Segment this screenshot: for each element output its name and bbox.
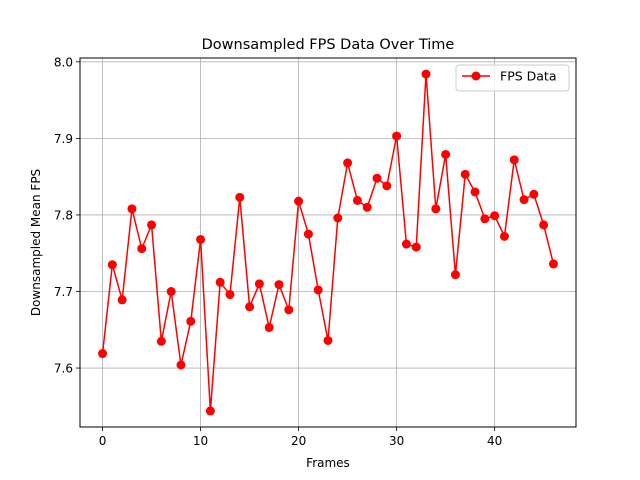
data-point bbox=[401, 239, 411, 249]
y-axis-label: Downsampled Mean FPS bbox=[29, 169, 43, 316]
series-fps-data bbox=[98, 69, 558, 416]
data-point bbox=[343, 158, 353, 168]
y-tick-label: 7.9 bbox=[54, 132, 73, 146]
data-point bbox=[333, 213, 343, 223]
data-point bbox=[450, 270, 460, 280]
data-point bbox=[519, 195, 529, 205]
x-axis-label: Frames bbox=[306, 456, 350, 470]
data-point bbox=[529, 189, 539, 199]
data-point bbox=[539, 220, 549, 230]
data-point bbox=[147, 220, 157, 230]
data-point bbox=[392, 131, 402, 141]
data-point bbox=[480, 214, 490, 224]
legend: FPS Data bbox=[455, 64, 570, 92]
data-point bbox=[166, 286, 176, 296]
y-axis-ticks: 7.6 7.7 7.8 7.9 8.0 bbox=[54, 55, 80, 376]
data-point bbox=[264, 322, 274, 332]
plot-frame bbox=[79, 57, 577, 428]
data-point bbox=[274, 280, 284, 290]
data-point bbox=[137, 244, 147, 254]
legend-box bbox=[455, 64, 570, 92]
data-point bbox=[372, 173, 382, 183]
legend-marker-swatch bbox=[471, 71, 481, 81]
data-point bbox=[294, 196, 304, 206]
data-point bbox=[411, 242, 421, 252]
x-tick-label: 40 bbox=[487, 434, 502, 448]
x-tick-label: 20 bbox=[291, 434, 306, 448]
data-point bbox=[352, 195, 362, 205]
data-point bbox=[98, 349, 108, 359]
data-point bbox=[235, 192, 245, 202]
data-point bbox=[509, 155, 519, 165]
data-point bbox=[225, 290, 235, 300]
data-point bbox=[254, 279, 264, 289]
data-point bbox=[421, 69, 431, 79]
data-point bbox=[323, 335, 333, 345]
x-tick-label: 30 bbox=[389, 434, 404, 448]
data-point bbox=[156, 336, 166, 346]
x-tick-label: 10 bbox=[193, 434, 208, 448]
data-point bbox=[284, 305, 294, 315]
data-point bbox=[245, 302, 255, 312]
legend-label: FPS Data bbox=[500, 69, 556, 84]
chart-title: Downsampled FPS Data Over Time bbox=[202, 37, 455, 53]
data-point bbox=[313, 285, 323, 295]
y-tick-label: 7.6 bbox=[54, 362, 73, 376]
data-point bbox=[303, 229, 313, 239]
data-point bbox=[362, 202, 372, 212]
data-point bbox=[186, 316, 196, 326]
data-point bbox=[548, 259, 558, 269]
data-point bbox=[431, 204, 441, 214]
y-tick-label: 8.0 bbox=[54, 55, 73, 69]
x-tick-label: 0 bbox=[99, 434, 107, 448]
data-point bbox=[127, 204, 137, 214]
data-point bbox=[490, 211, 500, 221]
y-tick-label: 7.7 bbox=[54, 285, 73, 299]
data-point bbox=[205, 406, 215, 416]
data-point bbox=[215, 277, 225, 287]
data-point bbox=[441, 149, 451, 159]
data-point bbox=[196, 234, 206, 244]
data-point bbox=[460, 169, 470, 179]
data-point bbox=[382, 181, 392, 191]
data-point bbox=[117, 295, 127, 305]
data-point bbox=[499, 231, 509, 241]
x-axis-ticks: 0 10 20 30 40 bbox=[99, 427, 502, 448]
data-point bbox=[176, 360, 186, 370]
data-point bbox=[107, 260, 117, 270]
data-point bbox=[470, 187, 480, 197]
plot-area bbox=[80, 58, 576, 427]
y-tick-label: 7.8 bbox=[54, 208, 73, 222]
